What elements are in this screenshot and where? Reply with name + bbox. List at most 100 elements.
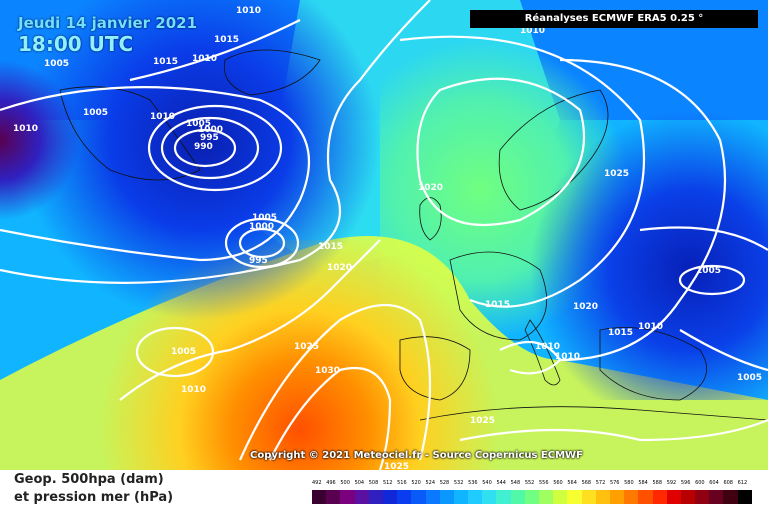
- pressure-label: 1015: [318, 242, 343, 252]
- scandinavia-coast: [498, 89, 609, 211]
- color-scale-swatch: [340, 490, 355, 504]
- source-label: Réanalyses ECMWF ERA5 0.25 °: [470, 10, 758, 28]
- color-scale-tick: 500: [340, 480, 350, 486]
- balkans-coast: [599, 327, 708, 401]
- british-isles-coast: [419, 197, 442, 241]
- color-scale-tick: 584: [638, 480, 648, 486]
- color-scale-tick: 604: [709, 480, 719, 486]
- color-scale-swatch: [652, 490, 667, 504]
- pressure-label: 1015: [214, 35, 239, 45]
- color-scale-swatch: [609, 490, 625, 504]
- pressure-label: 1010: [150, 112, 175, 122]
- weather-map: 1010 1015 1010 1005 1015 1010 1005 1010 …: [0, 0, 768, 470]
- isobar-1005-west: [0, 86, 310, 262]
- color-scale-tick: 596: [680, 480, 691, 486]
- color-scale-tick: 508: [368, 480, 379, 486]
- pressure-label: 995: [200, 133, 219, 143]
- map-time: 18:00 UTC: [18, 32, 134, 56]
- color-scale-swatch: [638, 490, 653, 504]
- pressure-label: 1005: [696, 266, 721, 276]
- isobar-1000-small-low: [224, 217, 300, 269]
- color-scale-tick: 592: [666, 480, 677, 486]
- color-scale-swatch: [453, 490, 469, 504]
- color-scale-tick: 564: [567, 480, 577, 486]
- color-scale-tick: 548: [510, 480, 521, 486]
- isobar-1015-north: [129, 19, 301, 82]
- legend-title-geopotential: Geop. 500hpa (dam): [14, 472, 164, 487]
- color-scale-tick: 588: [652, 480, 663, 486]
- isobar-1005-se: [679, 329, 768, 372]
- color-scale-swatch: [553, 490, 568, 504]
- isobar-1005-atlantic: [135, 326, 215, 378]
- greenland-coast: [59, 86, 201, 181]
- pressure-label: 1015: [485, 300, 510, 310]
- pressure-label: 1025: [604, 169, 629, 179]
- isobar-1010-west: [0, 0, 431, 284]
- pressure-label: 1025: [384, 462, 409, 470]
- color-scale-swatch: [439, 490, 454, 504]
- pressure-label: 990: [194, 142, 213, 152]
- color-scale-swatch: [496, 490, 511, 504]
- color-scale-swatch: [524, 490, 539, 504]
- color-scale-tick: 556: [539, 480, 549, 486]
- copyright-notice: Copyright © 2021 Meteociel.fr - Source C…: [250, 450, 583, 461]
- color-scale-swatch: [695, 490, 710, 504]
- color-scale-swatch: [468, 490, 483, 504]
- color-scale-ticks: 492 496 500 504 508 512 516 520 524 528 532 536 540 5…: [312, 480, 752, 490]
- color-scale-swatch: [723, 490, 738, 504]
- color-scale-tick: 560: [553, 480, 563, 486]
- color-scale-tick: 608: [723, 480, 733, 486]
- color-scale-swatch: [737, 490, 752, 504]
- pressure-label: 1005: [44, 59, 69, 69]
- pressure-label: 995: [249, 256, 268, 266]
- color-scale-tick: 512: [382, 480, 393, 486]
- color-scale-tick: 552: [524, 480, 535, 486]
- legend-title-pressure: et pression mer (hPa): [14, 490, 174, 505]
- isobar-1025-east: [559, 58, 726, 362]
- isobar-1010-med: [499, 340, 562, 375]
- pressure-label: 1010: [236, 6, 261, 16]
- color-scale-swatch: [709, 490, 724, 504]
- color-scale-tick: 528: [439, 480, 450, 486]
- isobar-995: [160, 116, 260, 180]
- pressure-label: 1010: [535, 342, 560, 352]
- map-date: Jeudi 14 janvier 2021: [18, 14, 198, 32]
- pressure-label: 1010: [638, 322, 663, 332]
- pressure-label: 1000: [198, 125, 223, 135]
- italy-coast: [524, 319, 561, 386]
- color-scale-swatch: [624, 490, 639, 504]
- france-coast: [449, 251, 547, 341]
- coastlines: [59, 49, 768, 421]
- pressure-label: 1000: [249, 222, 274, 232]
- color-scale-swatch: [382, 490, 398, 504]
- color-scale-swatch: [666, 490, 681, 504]
- color-scale-tick: 516: [397, 480, 407, 486]
- nw-cold-core: [0, 60, 100, 220]
- pressure-label: 1025: [294, 342, 319, 352]
- color-scale-swatch: [567, 490, 582, 504]
- pressure-label: 1015: [608, 328, 633, 338]
- iceland-region-coast: [223, 49, 321, 96]
- color-scale-tick: 612: [737, 480, 748, 486]
- isobar-1025-south: [459, 418, 768, 442]
- color-scale-tick: 524: [425, 480, 436, 486]
- color-scale-swatch: [397, 490, 412, 504]
- pressure-label: 1030: [315, 366, 340, 376]
- color-scale-swatch: [354, 490, 369, 504]
- color-scale: [312, 490, 752, 504]
- color-scale-tick: 520: [411, 480, 421, 486]
- pressure-label: 1020: [573, 302, 598, 312]
- isobar-1010-east: [639, 226, 768, 251]
- color-scale-swatch: [482, 490, 497, 504]
- isobars: [0, 0, 768, 470]
- color-scale-tick: 600: [695, 480, 705, 486]
- color-scale-tick: 580: [624, 480, 634, 486]
- color-scale-tick: 532: [453, 480, 464, 486]
- pressure-label: 1010: [555, 352, 580, 362]
- color-scale-tick: 544: [496, 480, 506, 486]
- pressure-label: 1005: [737, 373, 762, 383]
- pressure-label: 1010: [13, 124, 38, 134]
- pressure-label: 1005: [83, 108, 108, 118]
- pressure-label: 1010: [192, 54, 217, 64]
- color-scale-tick: 536: [468, 480, 478, 486]
